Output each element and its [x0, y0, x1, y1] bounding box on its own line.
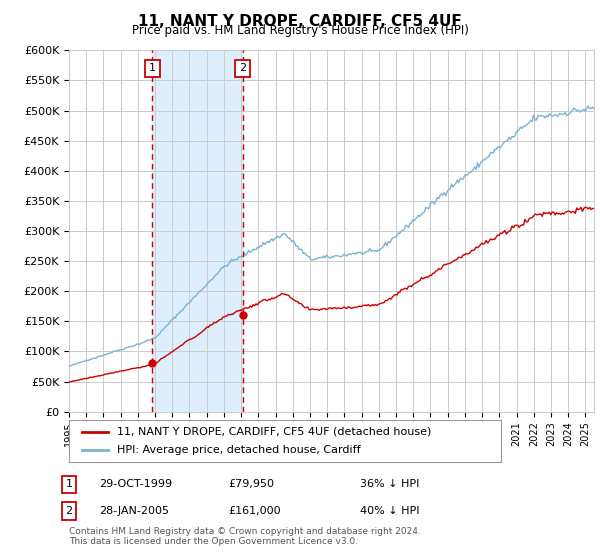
Text: 11, NANT Y DROPE, CARDIFF, CF5 4UF (detached house): 11, NANT Y DROPE, CARDIFF, CF5 4UF (deta…	[116, 427, 431, 437]
Text: 28-JAN-2005: 28-JAN-2005	[99, 506, 169, 516]
Text: 2: 2	[65, 506, 73, 516]
Text: 29-OCT-1999: 29-OCT-1999	[99, 479, 172, 489]
Text: HPI: Average price, detached house, Cardiff: HPI: Average price, detached house, Card…	[116, 445, 360, 455]
Text: 1: 1	[149, 63, 155, 73]
Bar	[152, 50, 242, 412]
Text: £161,000: £161,000	[228, 506, 281, 516]
Text: 2: 2	[239, 63, 246, 73]
Text: Price paid vs. HM Land Registry's House Price Index (HPI): Price paid vs. HM Land Registry's House …	[131, 24, 469, 37]
Text: 11, NANT Y DROPE, CARDIFF, CF5 4UF: 11, NANT Y DROPE, CARDIFF, CF5 4UF	[138, 14, 462, 29]
Text: 1: 1	[65, 479, 73, 489]
Text: £79,950: £79,950	[228, 479, 274, 489]
Text: 40% ↓ HPI: 40% ↓ HPI	[360, 506, 419, 516]
Text: 36% ↓ HPI: 36% ↓ HPI	[360, 479, 419, 489]
Text: Contains HM Land Registry data © Crown copyright and database right 2024.
This d: Contains HM Land Registry data © Crown c…	[69, 526, 421, 546]
